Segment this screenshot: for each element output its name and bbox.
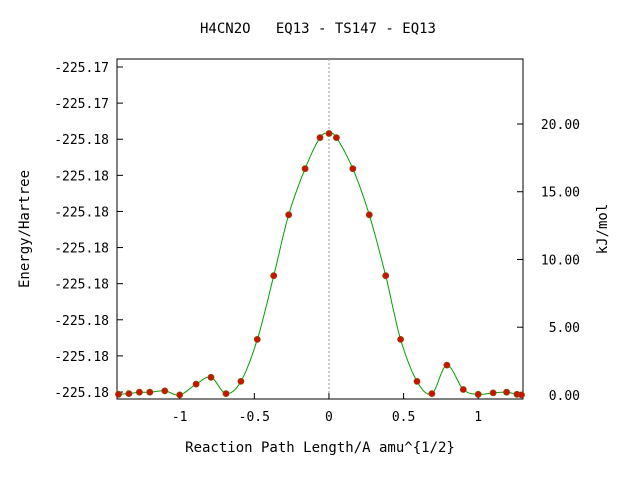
data-point [146,388,154,396]
data-point [428,390,436,398]
data-point [413,377,421,385]
y-tick-label: -225.18 [54,169,109,184]
data-point [135,388,143,396]
data-point [443,361,451,369]
data-point [503,388,511,396]
data-point [489,389,497,397]
y-tick-label: -225.18 [54,278,109,293]
data-points [115,130,525,399]
data-point [474,390,482,398]
data-point [459,386,467,393]
x-axis-label: Reaction Path Length/A amu^{1/2} [185,440,455,456]
data-point [332,134,340,142]
x-tick-label: 0 [325,410,333,425]
data-point [301,165,309,173]
y-tick-label: -225.18 [54,350,109,365]
data-point [365,211,373,219]
x-tick-label: 1 [474,410,482,425]
y2-tick-label: 10.00 [541,253,580,268]
data-point [161,387,169,395]
y-axis-ticks: -225.17 -225.17 -225.18 -225.18 -225.18 -225.… [54,61,123,401]
x-axis-ticks: -1 -0.5 0 0.5 1 [172,393,482,425]
x-tick-label: -1 [172,410,188,425]
energy-curve-line [118,132,522,396]
y2-tick-label: 15.00 [541,186,580,201]
y-tick-label: -225.18 [54,133,109,148]
y-tick-label: -225.18 [54,242,109,257]
plot-frame [116,58,524,400]
data-point [176,391,184,399]
data-point [397,335,405,343]
data-point [192,380,200,388]
y2-tick-label: 5.00 [549,321,580,336]
data-point [285,211,293,219]
x-tick-label: -0.5 [239,410,270,425]
data-point [325,130,333,137]
data-point [125,390,133,398]
chart-title: H4CN2O EQ13 - TS147 - EQ13 [200,21,436,37]
data-point [222,390,230,398]
y-tick-label: -225.18 [54,205,109,220]
data-point [382,272,390,280]
y-tick-label: -225.17 [54,61,109,76]
data-point [518,391,525,399]
y2-axis-label: kJ/mol [595,204,611,255]
y-axis-label: Energy/Hartree [17,170,33,288]
x-tick-label: 0.5 [392,410,415,425]
data-point [253,335,261,343]
y-tick-label: -225.17 [54,97,109,112]
y2-tick-label: 20.00 [541,118,580,133]
y2-tick-label: 0.00 [549,389,580,404]
data-point [270,272,278,280]
data-point [207,373,215,381]
data-point [316,134,324,142]
y2-axis-ticks: 0.00 5.00 10.00 15.00 20.00 [517,118,580,404]
data-point [115,390,122,398]
y-tick-label: -225.18 [54,314,109,329]
data-point [237,377,245,385]
data-point [349,165,357,173]
y-tick-label: -225.18 [54,386,109,401]
